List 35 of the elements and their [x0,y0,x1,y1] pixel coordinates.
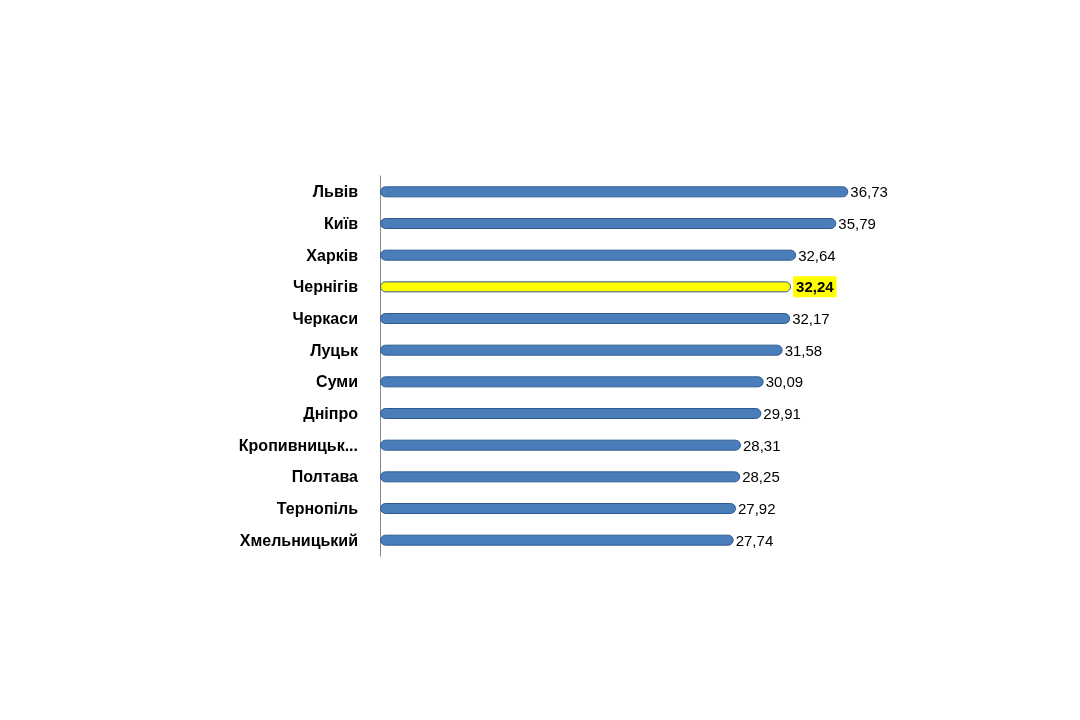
bar [380,471,741,483]
bar [380,376,764,388]
bar [380,439,741,451]
bar [380,186,849,198]
data-label: 32,24 [796,278,835,296]
y-tick-label: Хмельницький [239,531,358,549]
data-label: 29,91 [763,405,801,422]
data-label: 27,92 [737,500,776,517]
data-label: 32,64 [798,246,836,264]
y-tick-label: Тернопіль [276,500,359,517]
bar [380,218,837,229]
bar [380,408,762,419]
bar [380,534,734,546]
data-label: 32,17 [792,310,830,327]
bar [380,503,736,514]
data-label: 36,73 [850,183,888,201]
y-tick-label: Черкаси [292,310,358,327]
y-tick-label: Дніпро [303,405,359,422]
y-tick-label: Чернігів [293,278,359,296]
data-label: 28,25 [742,468,780,486]
y-tick-label: Полтава [291,468,359,486]
y-tick-label: Київ [324,215,359,232]
bar [380,313,791,324]
y-tick-label: Харків [306,246,359,264]
bar [380,249,797,261]
data-label: 30,09 [765,373,804,391]
data-label: 31,58 [784,341,823,359]
y-tick-label: Кропивницьк... [238,436,358,454]
y-tick-label: Львів [312,183,359,201]
data-label: 27,74 [735,531,774,549]
y-tick-label: Суми [316,373,358,391]
data-label: 28,31 [742,436,781,454]
y-tick-label: Луцьк [310,341,359,359]
data-label: 35,79 [838,215,876,232]
bar [380,344,783,356]
